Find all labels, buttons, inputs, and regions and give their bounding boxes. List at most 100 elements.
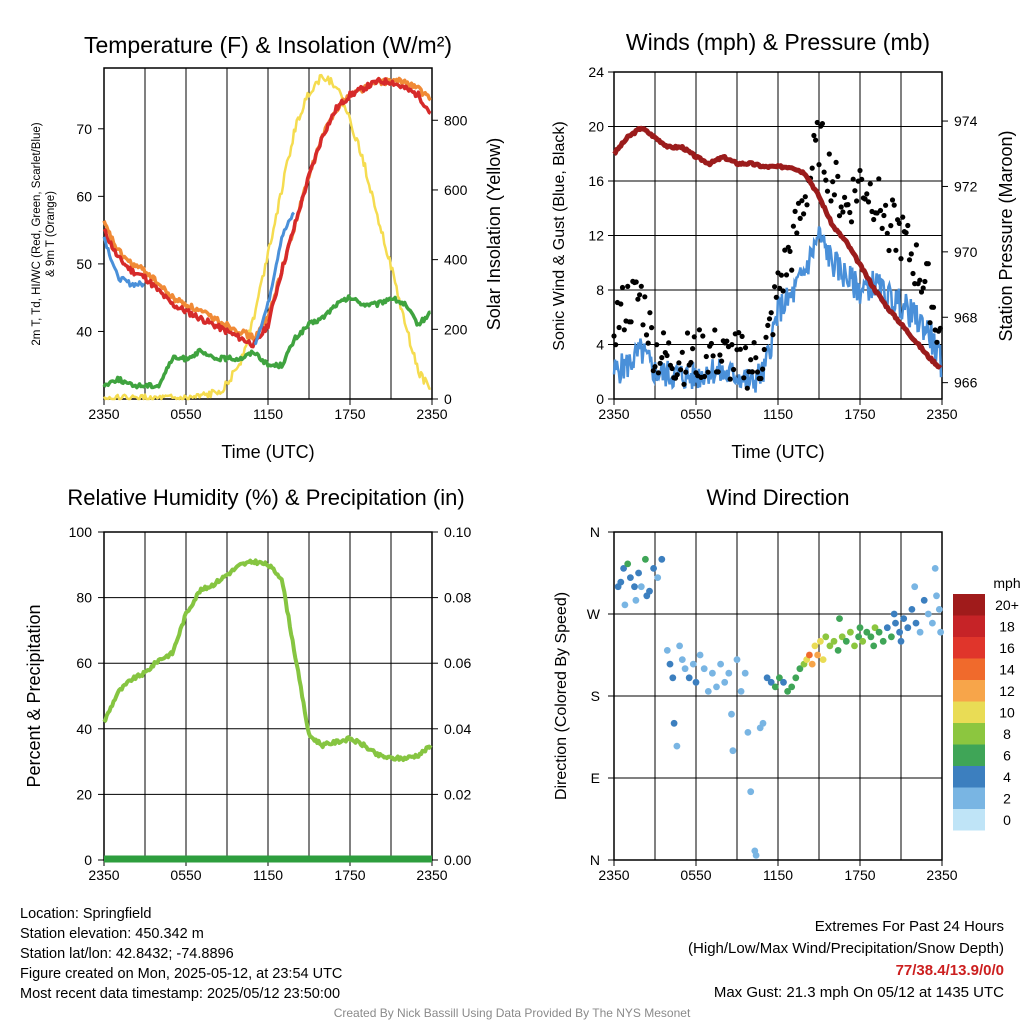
dir-point <box>897 637 905 645</box>
wind-gust-point <box>705 369 711 375</box>
dir-ytick-label: S <box>591 688 600 704</box>
wind-gust-point <box>889 197 896 203</box>
max-gust: Max Gust: 21.3 mph On 05/12 at 1435 UTC <box>713 984 1004 1001</box>
wind-gust-point <box>819 121 826 127</box>
temp-ytick-label: 40 <box>76 323 92 339</box>
dir-point <box>771 683 779 691</box>
wind-gust-point <box>871 216 877 223</box>
wind-xtick-label: 1150 <box>763 406 793 422</box>
dir-point <box>642 555 649 563</box>
wind-gust-point <box>802 194 808 200</box>
dir-point <box>896 628 903 636</box>
dir-point <box>808 660 816 668</box>
dir-point <box>744 729 752 736</box>
wind-gust-point <box>905 222 911 229</box>
wind-gust-point <box>930 304 937 310</box>
dir-point <box>700 665 708 673</box>
wind-gust-point <box>642 294 648 300</box>
dir-point <box>924 610 932 618</box>
wind-gust-point <box>701 373 708 380</box>
dir-point <box>912 619 920 627</box>
wind-gust-point <box>637 292 643 298</box>
wind-gust-point <box>903 230 909 236</box>
wind-gust-point <box>908 251 914 257</box>
dir-point <box>767 678 775 686</box>
temp-xtick-label: 2350 <box>416 406 447 422</box>
wind-gust-point <box>647 310 653 316</box>
wind-gust-point <box>888 223 894 229</box>
dir-point <box>617 578 625 586</box>
wind-gust-point <box>628 319 634 325</box>
wind-gust-point <box>862 196 868 202</box>
wind-gust-point <box>884 230 890 236</box>
wind-ytick-label: 4 <box>596 337 604 353</box>
dir-point <box>673 742 681 750</box>
wind-ytick-label: 8 <box>596 282 604 298</box>
wind-gust-point <box>835 173 841 179</box>
wind-ytick-label: 24 <box>588 64 604 80</box>
legend-label: 10 <box>999 705 1015 721</box>
wind-gust-point <box>690 346 696 352</box>
wind-gust-point <box>881 212 887 219</box>
dir-point <box>709 669 716 677</box>
wind-gust-point <box>934 339 940 345</box>
wind-gust-point <box>900 214 906 220</box>
wind-gust-point <box>724 338 730 344</box>
temp-series-line <box>102 294 432 390</box>
wind-gust-point <box>813 137 819 143</box>
wind-gust-point <box>826 151 832 157</box>
temp-series-line <box>102 73 431 401</box>
dir-point <box>935 606 943 613</box>
rh-ytick-label: 80 <box>76 590 92 606</box>
legend-swatch <box>953 594 985 616</box>
wind-gust-point <box>736 330 742 336</box>
wind-title: Winds (mph) & Pressure (mb) <box>626 29 930 55</box>
wind-gust-point <box>719 358 725 364</box>
wind-ytick-label: 12 <box>588 228 604 244</box>
legend-swatch <box>953 701 985 723</box>
wind-gust-point <box>700 333 706 339</box>
wind-gust-point <box>867 181 873 187</box>
wind-gust-point <box>765 322 771 328</box>
dir-point <box>752 852 760 859</box>
wind-gust-point <box>917 277 923 283</box>
wind-gust-point <box>676 360 682 366</box>
temp-xlabel: Time (UTC) <box>221 442 314 462</box>
temp-ylabel-right: Solar Insolation (Yellow) <box>484 138 504 330</box>
wind-gust-point <box>850 176 856 182</box>
rh-ylabel-left: Percent & Precipitation <box>24 604 44 787</box>
legend-label: 14 <box>999 662 1015 678</box>
wind-gust-point <box>751 340 757 346</box>
wind-gust-point <box>645 340 651 346</box>
legend-title: mph <box>993 575 1020 591</box>
wind-xtick-label: 0550 <box>680 406 711 422</box>
wind-gust-point <box>737 346 744 352</box>
rh-ytick-label: 20 <box>76 786 92 802</box>
wind-gust-point <box>852 188 858 194</box>
dir-point <box>713 683 720 691</box>
wind-gust-point <box>783 272 790 278</box>
legend-swatch <box>953 658 985 680</box>
dir-point <box>834 647 842 654</box>
station-elevation: Station elevation: 450.342 m <box>20 926 204 942</box>
dir-point <box>704 688 712 695</box>
wind-gust-point <box>657 360 663 366</box>
recent-timestamp: Most recent data timestamp: 2025/05/12 2… <box>20 986 341 1002</box>
wind-gust-point <box>773 294 779 300</box>
wind-gust-point <box>727 376 733 382</box>
wind-gust-point <box>768 310 774 316</box>
dir-point <box>792 674 800 682</box>
legend-swatch <box>953 809 985 831</box>
dir-point <box>654 574 662 581</box>
wind-gust-point <box>731 366 737 373</box>
dir-point <box>856 624 864 632</box>
dir-point <box>681 665 689 673</box>
dir-xtick-label: 1750 <box>844 867 875 883</box>
wind-ytick-label: 20 <box>588 119 604 135</box>
wind-gust-point <box>729 342 735 348</box>
dir-point <box>788 683 796 691</box>
wind-gust-point <box>640 322 646 328</box>
temp-xtick-label: 0550 <box>170 406 201 422</box>
dir-point <box>635 569 642 577</box>
wind-gust-point <box>836 213 843 219</box>
